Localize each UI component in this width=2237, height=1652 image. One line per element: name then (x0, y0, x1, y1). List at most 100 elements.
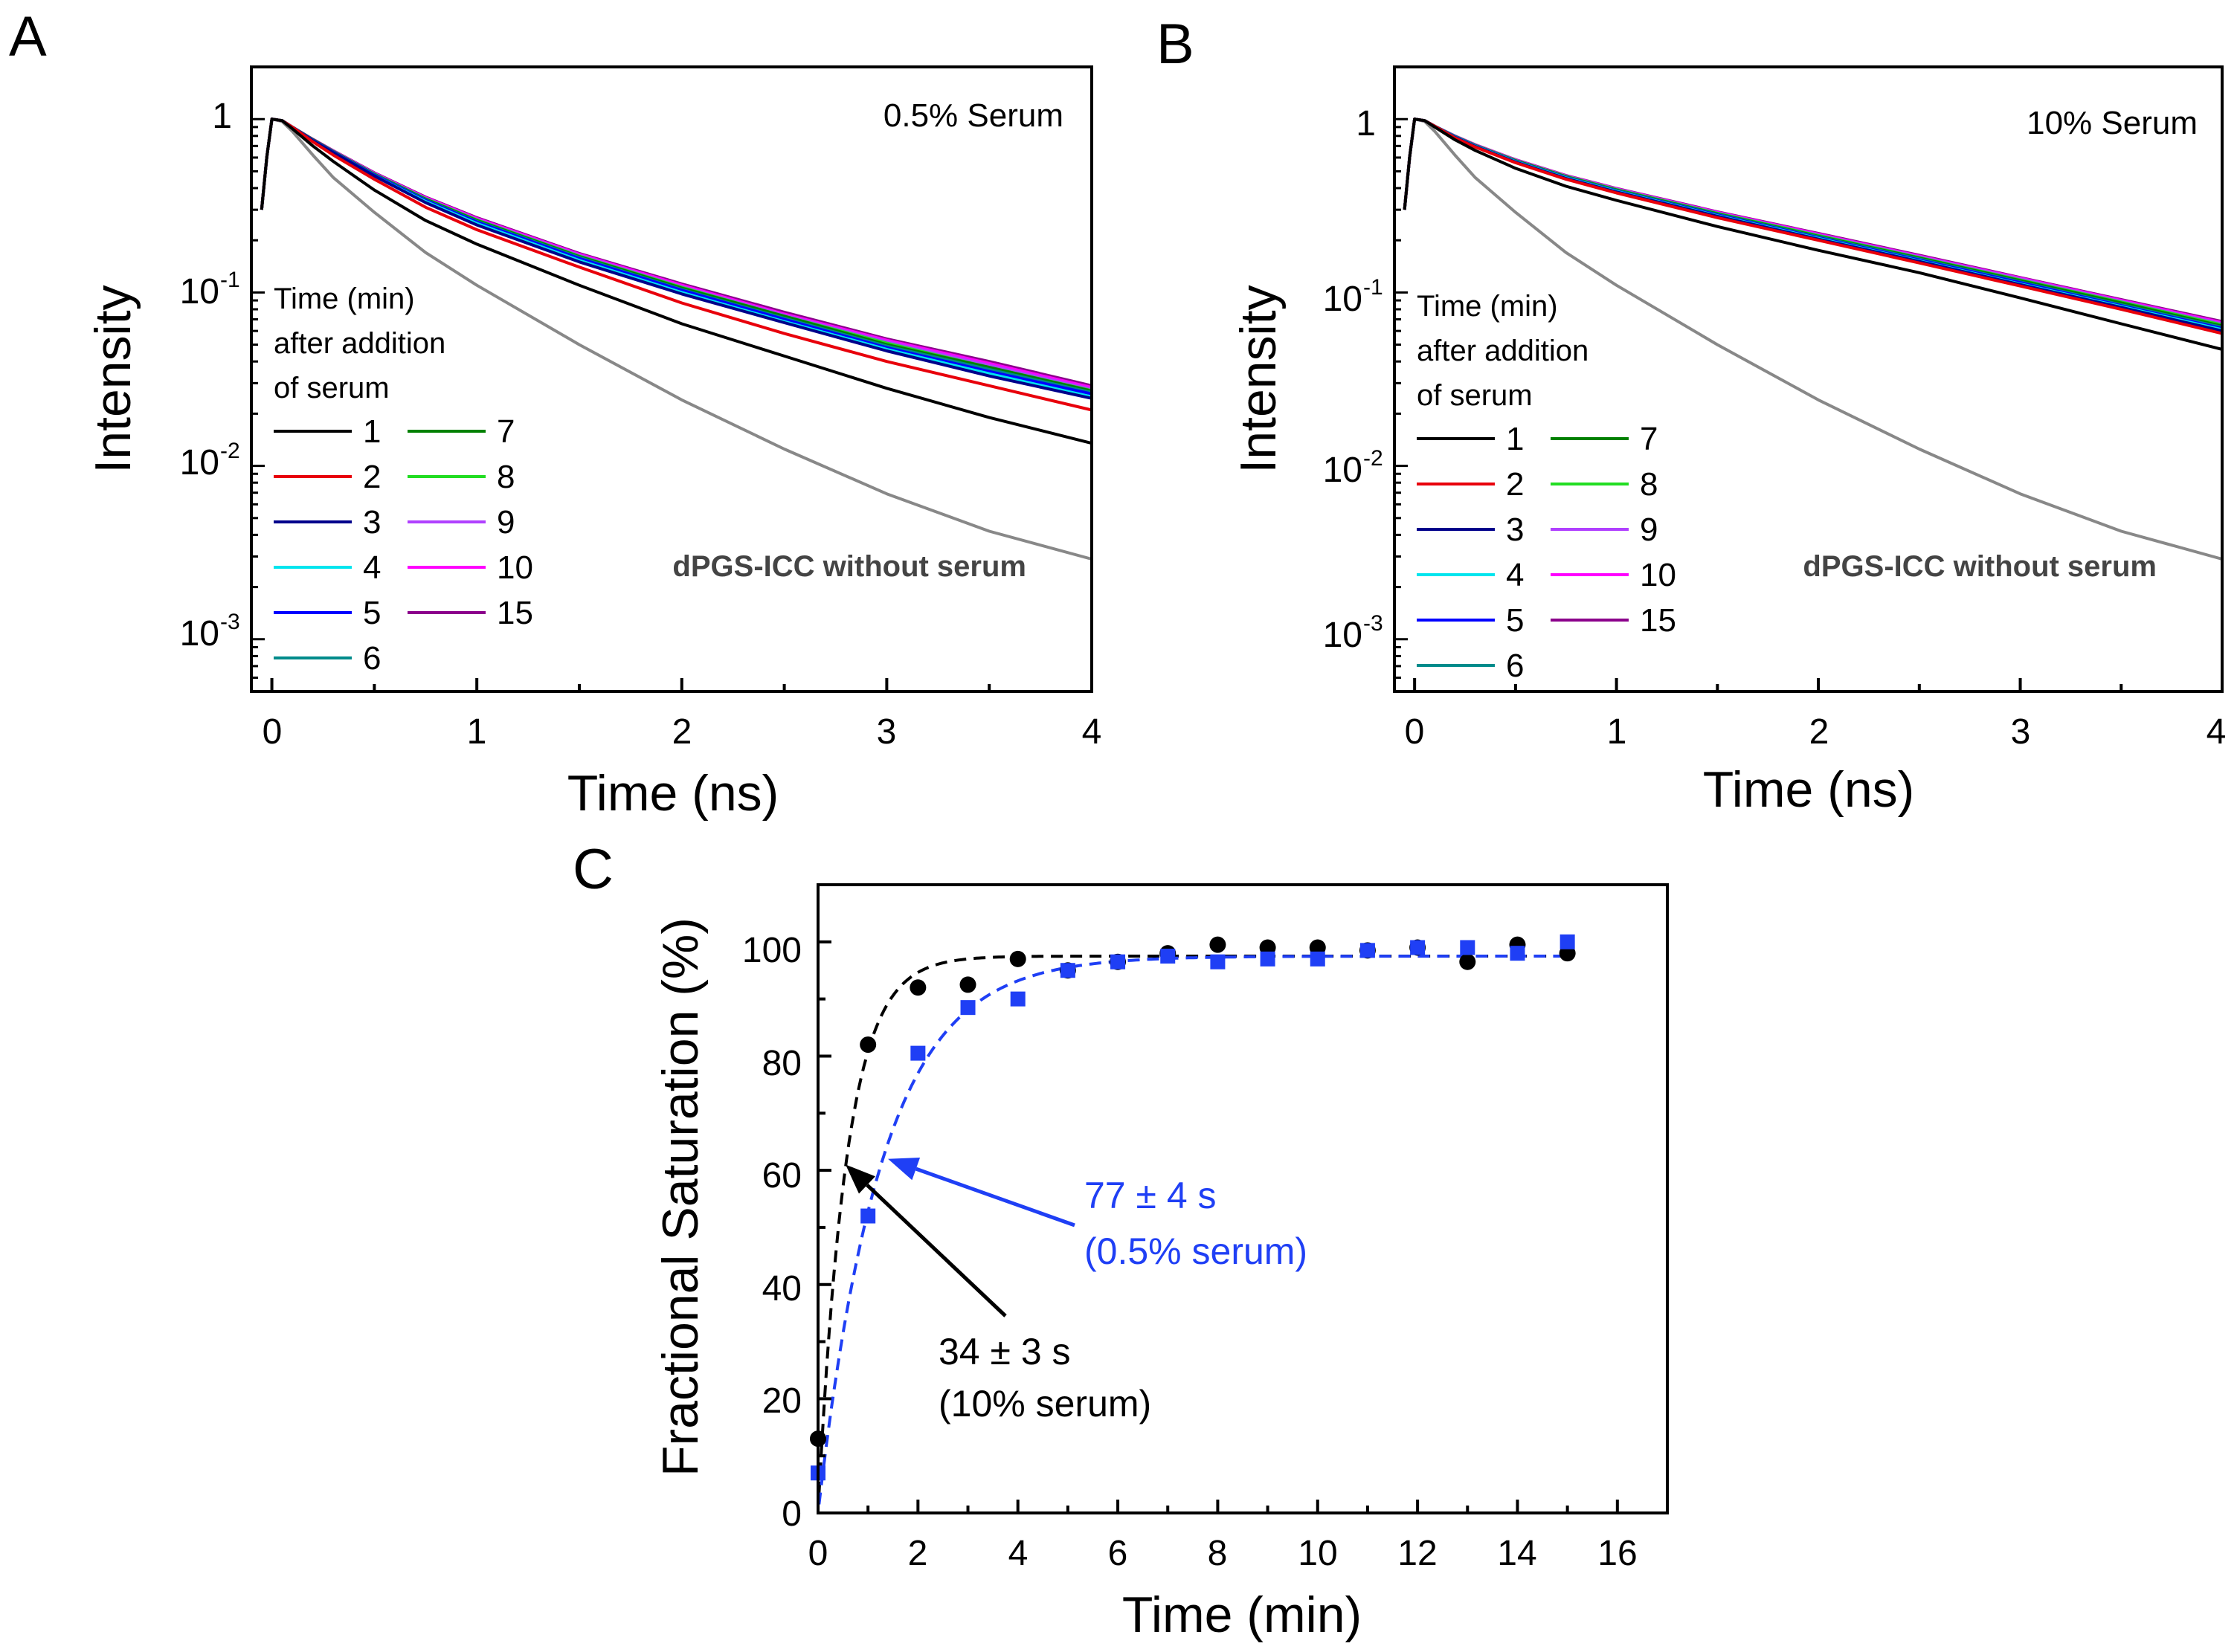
panel-b-ytick-label: 10 (1323, 280, 1362, 319)
decay-curve-1 (1403, 117, 2223, 351)
legend-label: 10 (1640, 557, 1676, 593)
panel-c-xtick-label: 0 (808, 1534, 828, 1573)
data-point-10pct (1009, 950, 1026, 967)
panel-a-xtick-label: 1 (467, 712, 487, 752)
panel-a-ytick-labels: 1 10 -1 10 -2 10 -3 (180, 97, 240, 654)
panel-c-xtick-label: 2 (908, 1534, 928, 1573)
data-point-10pct (910, 979, 927, 996)
annotation-line: (10% serum) (939, 1383, 1151, 1424)
panel-c-xtick-label: 10 (1298, 1534, 1337, 1573)
arrow-blue-shaft (915, 1167, 1075, 1227)
panel-c-annotation-black: 34 ± 3 s (10% serum) (939, 1331, 1151, 1424)
panel-b-xtick-label: 3 (2011, 712, 2031, 752)
panel-c-xlabel: Time (min) (1122, 1587, 1362, 1643)
legend-label: 2 (1506, 466, 1524, 503)
panel-c-ytick-label: 0 (782, 1494, 802, 1534)
data-point-0-5pct (1210, 954, 1226, 969)
panel-b: B 10% Serum dPGS-ICC without serum Time … (1156, 13, 2226, 818)
panel-b-ytick-labels: 1 10 -1 10 -2 10 -3 (1323, 104, 1383, 655)
panel-b-curves (1403, 117, 2223, 561)
legend-label: 1 (363, 413, 381, 450)
ytick-exponent: -1 (1363, 275, 1383, 300)
panel-b-title: 10% Serum (2027, 105, 2198, 141)
data-point-10pct (959, 976, 976, 993)
data-point-0-5pct (1410, 940, 1426, 955)
legend-label: 15 (1640, 602, 1676, 639)
panel-b-label: B (1156, 13, 1194, 76)
panel-c-xtick-label: 4 (1008, 1534, 1029, 1573)
arrow-black-head (845, 1164, 875, 1194)
panel-c-xtick-label: 6 (1108, 1534, 1128, 1573)
panel-a-annotation: dPGS-ICC without serum (672, 550, 1026, 583)
panel-a-xtick-label: 3 (877, 712, 897, 752)
panel-c-fit-curves (817, 955, 1566, 1505)
ytick-base: 10 (1323, 616, 1362, 655)
annotation-line: 77 ± 4 s (1084, 1175, 1217, 1216)
legend-label: 10 (497, 549, 533, 586)
ytick-exponent: -3 (1363, 611, 1383, 636)
legend-label: 7 (1640, 421, 1658, 457)
ytick-base: 10 (180, 272, 219, 312)
data-point-0-5pct (860, 1208, 876, 1224)
legend-title-line: after addition (1417, 335, 1589, 367)
legend-label: 8 (497, 459, 515, 495)
panel-c-ytick-label: 20 (762, 1381, 802, 1421)
panel-c-frame (817, 883, 1669, 1514)
ytick-exponent: -2 (1363, 446, 1383, 471)
panel-a-label: A (9, 5, 47, 68)
legend-label: 5 (363, 595, 381, 631)
legend-label: 7 (497, 413, 515, 450)
data-point-10pct (1459, 953, 1476, 970)
arrow-blue-head (888, 1158, 921, 1181)
annotation-line: (0.5% serum) (1084, 1230, 1307, 1272)
legend-title-line: after addition (274, 327, 445, 360)
fit-0-5-serum (817, 955, 1566, 1505)
panel-c-annotation-blue: 77 ± 4 s (0.5% serum) (1084, 1175, 1307, 1272)
legend-label: 9 (1640, 512, 1658, 548)
ytick-exponent: -2 (220, 439, 240, 463)
legend-title-line: Time (min) (1417, 290, 1558, 323)
panel-b-frame (1393, 65, 2224, 693)
data-point-0-5pct (1060, 963, 1075, 978)
panel-c-arrows (845, 1158, 1075, 1317)
panel-b-xtick-label: 0 (1405, 712, 1425, 752)
panel-c-ticks (817, 883, 1669, 1514)
panel-a-ytick-label: 10 (180, 272, 219, 312)
panel-b-ytick-label: 10 (1323, 616, 1362, 655)
legend-label: 3 (363, 504, 381, 541)
panel-b-legend-entries: 1 2 3 4 5 6 7 8 9 10 15 (1417, 421, 1676, 684)
panel-b-ytick-label: 1 (1356, 104, 1376, 143)
panel-c-xtick-label: 8 (1208, 1534, 1228, 1573)
legend-label: 15 (497, 595, 533, 631)
panel-c-markers (810, 934, 1576, 1481)
panel-a-xtick-label: 0 (263, 712, 283, 752)
data-point-0-5pct (1160, 949, 1176, 964)
legend-label: 3 (1506, 512, 1524, 548)
legend-label: 6 (1506, 648, 1524, 684)
legend-label: 2 (363, 459, 381, 495)
ytick-base: 10 (180, 443, 219, 483)
ytick-exponent: -1 (220, 268, 240, 292)
panel-b-annotation: dPGS-ICC without serum (1803, 550, 2157, 583)
panel-b-xtick-label: 1 (1607, 712, 1627, 752)
panel-a-ticks (251, 65, 1093, 693)
panel-c-ylabel: Fractional Saturation (%) (652, 917, 709, 1477)
data-point-0-5pct (1310, 951, 1325, 967)
panel-a-ytick-label: 1 (212, 97, 232, 136)
panel-b-xlabel: Time (ns) (1703, 761, 1915, 818)
panel-a-legend-entries: 1 2 3 4 5 6 7 8 9 10 15 (274, 413, 533, 677)
panel-c-xtick-label: 12 (1397, 1534, 1437, 1573)
legend-label: 8 (1640, 466, 1658, 503)
panel-a: A 0.5% Serum dPGS-ICC without serum Time… (9, 5, 1101, 822)
panel-b-legend: Time (min) after addition of serum 1 2 3 4 5… (1417, 290, 1676, 684)
panel-a-legend: Time (min) after addition of serum 1 2 3 4 5… (274, 283, 533, 677)
panel-a-xtick-label: 4 (1082, 712, 1102, 752)
legend-label: 9 (497, 504, 515, 541)
panel-c-ytick-labels: 0 20 40 60 80 100 (742, 931, 802, 1534)
ytick-base: 10 (1323, 280, 1362, 319)
data-point-0-5pct (1510, 946, 1525, 961)
panel-c-ytick-label: 60 (762, 1156, 802, 1196)
panel-c-ytick-label: 40 (762, 1269, 802, 1309)
data-point-0-5pct (910, 1045, 926, 1061)
